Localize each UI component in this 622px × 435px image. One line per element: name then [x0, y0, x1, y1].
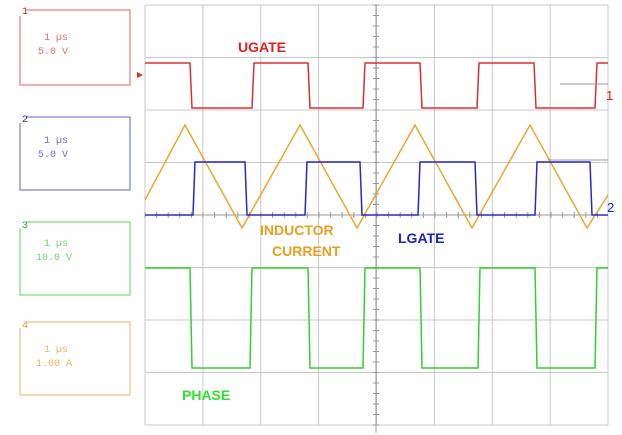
inductor-current-label-2: CURRENT [272, 243, 341, 259]
phase-label: PHASE [182, 387, 230, 403]
ch2-marker: 2 [607, 200, 614, 215]
ch4-scale: 1.00 A [36, 359, 72, 370]
phase-wave [145, 267, 608, 369]
ch1-number: 1 [22, 7, 28, 18]
ch3-box [19, 221, 131, 296]
ugate-wave [145, 62, 608, 109]
ch2-number: 2 [22, 115, 28, 126]
ch2-box [19, 116, 131, 191]
trigger-marker [137, 72, 143, 78]
channel-boxes: 1 1 µs 5.0 V 2 1 µs 5.0 V 3 1 µs 10.0 V … [19, 7, 131, 396]
waveforms [137, 62, 609, 369]
lgate-label: LGATE [398, 230, 444, 246]
ch1-scale: 5.0 V [38, 47, 68, 58]
ch3-number: 3 [22, 221, 28, 232]
ch1-marker: 1 [606, 88, 613, 103]
inductor-current-wave [144, 123, 609, 230]
ch3-scale: 10.0 V [36, 253, 72, 264]
ch3-timebase: 1 µs [44, 239, 68, 250]
ch4-timebase: 1 µs [44, 345, 68, 356]
ch1-box [19, 9, 131, 86]
lgate-wave [145, 161, 608, 216]
ch4-box [19, 321, 131, 396]
ch1-timebase: 1 µs [44, 33, 68, 44]
ch4-number: 4 [22, 321, 28, 332]
inductor-current-label-1: INDUCTOR [260, 222, 334, 238]
ch2-scale: 5.0 V [38, 150, 68, 161]
ch2-timebase: 1 µs [44, 136, 68, 147]
ugate-label: UGATE [238, 39, 286, 55]
